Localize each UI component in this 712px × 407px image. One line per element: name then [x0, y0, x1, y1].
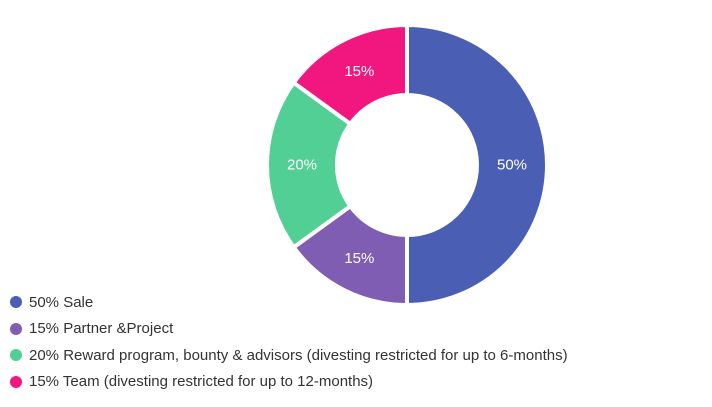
- legend-label: 50% Sale: [29, 293, 94, 311]
- slice-label-reward-program: 20%: [287, 157, 317, 174]
- slice-label-team: 15%: [344, 63, 374, 80]
- legend-item-partner-project: 15% Partner &Project: [10, 316, 568, 343]
- legend-marker: [10, 349, 22, 362]
- legend-label: 20% Reward program, bounty & advisors (d…: [29, 346, 568, 364]
- pie-slice-sale: [405, 22, 549, 308]
- legend-marker: [10, 296, 22, 309]
- legend-marker: [10, 322, 22, 335]
- slice-label-sale: 50%: [497, 157, 527, 174]
- legend-marker: [10, 375, 22, 388]
- legend-item-reward-program: 20% Reward program, bounty & advisors (d…: [10, 342, 568, 369]
- pie-slice-team: [290, 22, 409, 127]
- legend-item-team: 15% Team (divesting restricted for up to…: [10, 369, 568, 396]
- legend-label: 15% Team (divesting restricted for up to…: [29, 373, 374, 391]
- pie-slice-reward-program: [265, 79, 354, 251]
- slice-label-partner-project: 15%: [344, 250, 374, 267]
- legend-label: 15% Partner &Project: [29, 320, 174, 338]
- legend-item-sale: 50% Sale: [10, 289, 568, 316]
- legend: 50% Sale 15% Partner &Project 20% Reward…: [10, 289, 568, 395]
